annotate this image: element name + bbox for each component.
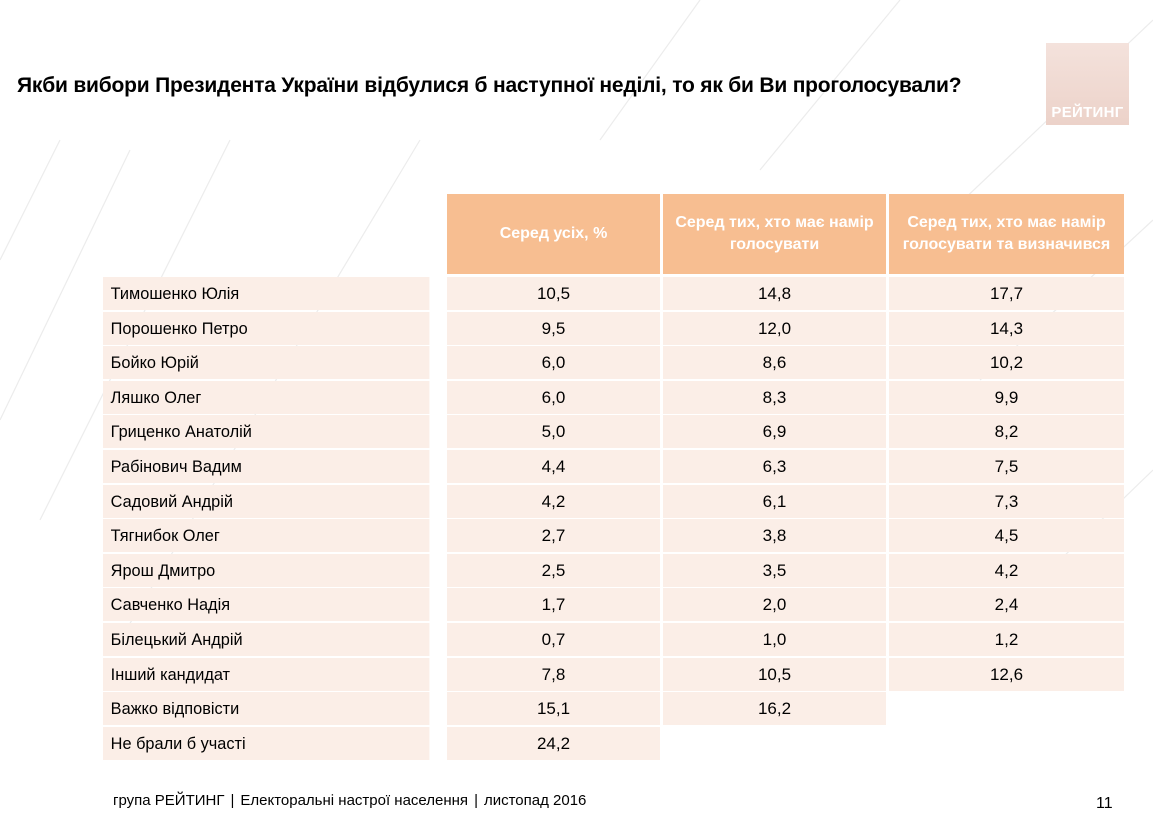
footer-org: група РЕЙТИНГ — [113, 792, 225, 809]
footer-separator: | — [230, 792, 235, 809]
cell-decided: 7,5 — [889, 450, 1124, 483]
row-name: Ляшко Олег — [103, 381, 430, 414]
row-name: Тягнибок Олег — [103, 519, 430, 552]
cell-intend: 1,0 — [663, 623, 886, 656]
cell-decided: 4,2 — [889, 554, 1124, 587]
row-name: Ярош Дмитро — [103, 554, 430, 587]
cell-decided: 14,3 — [889, 312, 1124, 345]
cell-intend: 6,1 — [663, 485, 886, 518]
cell-intend: 10,5 — [663, 658, 886, 691]
footer-separator: | — [474, 792, 478, 809]
cell-decided: 7,3 — [889, 485, 1124, 518]
cell-decided: 12,6 — [889, 658, 1124, 691]
cell-decided: 1,2 — [889, 623, 1124, 656]
rating-logo: РЕЙТИНГ — [1046, 43, 1129, 125]
row-name: Важко відповісти — [103, 692, 430, 725]
logo-text: РЕЙТИНГ — [1051, 104, 1124, 121]
cell-decided: 10,2 — [889, 346, 1124, 379]
header-decided: Серед тих, хто має намір голосувати та в… — [889, 194, 1124, 274]
row-name: Порошенко Петро — [103, 312, 430, 345]
cell-all: 24,2 — [447, 727, 660, 760]
row-name: Білецький Андрій — [103, 623, 430, 656]
cell-decided: 9,9 — [889, 381, 1124, 414]
cell-all: 2,5 — [447, 554, 660, 587]
row-name: Рабінович Вадим — [103, 450, 430, 483]
row-name: Гриценко Анатолій — [103, 415, 430, 448]
cell-intend: 2,0 — [663, 588, 886, 621]
cell-all: 15,1 — [447, 692, 660, 725]
cell-all: 10,5 — [447, 277, 660, 310]
cell-all: 6,0 — [447, 346, 660, 379]
cell-all: 4,4 — [447, 450, 660, 483]
header-all: Серед усіх, % — [447, 194, 660, 274]
cell-all: 1,7 — [447, 588, 660, 621]
cell-intend: 14,8 — [663, 277, 886, 310]
footer-report: Електоральні настрої населення — [240, 792, 469, 809]
cell-intend: 16,2 — [663, 692, 886, 725]
footer: група РЕЙТИНГ | Електоральні настрої насел… — [113, 792, 586, 809]
row-name: Інший кандидат — [103, 658, 430, 691]
page-title: Якби вибори Президента України відбулися… — [17, 74, 962, 97]
row-name: Садовий Андрій — [103, 485, 430, 518]
row-name: Савченко Надія — [103, 588, 430, 621]
header-intend: Серед тих, хто має намір голосувати — [663, 194, 886, 274]
cell-decided: 4,5 — [889, 519, 1124, 552]
row-name: Не брали б участі — [103, 727, 430, 760]
cell-decided: 2,4 — [889, 588, 1124, 621]
cell-decided: 8,2 — [889, 415, 1124, 448]
cell-all: 2,7 — [447, 519, 660, 552]
cell-all: 0,7 — [447, 623, 660, 656]
cell-all: 5,0 — [447, 415, 660, 448]
cell-all: 9,5 — [447, 312, 660, 345]
page-number: 11 — [1096, 795, 1113, 812]
cell-decided: 17,7 — [889, 277, 1124, 310]
cell-all: 7,8 — [447, 658, 660, 691]
cell-all: 6,0 — [447, 381, 660, 414]
row-name: Бойко Юрій — [103, 346, 430, 379]
cell-all: 4,2 — [447, 485, 660, 518]
cell-intend: 3,8 — [663, 519, 886, 552]
footer-date: листопад 2016 — [483, 792, 587, 809]
row-name: Тимошенко Юлія — [103, 277, 430, 310]
cell-intend: 6,9 — [663, 415, 886, 448]
cell-intend: 12,0 — [663, 312, 886, 345]
cell-intend: 8,3 — [663, 381, 886, 414]
cell-intend: 8,6 — [663, 346, 886, 379]
cell-intend: 3,5 — [663, 554, 886, 587]
cell-intend: 6,3 — [663, 450, 886, 483]
